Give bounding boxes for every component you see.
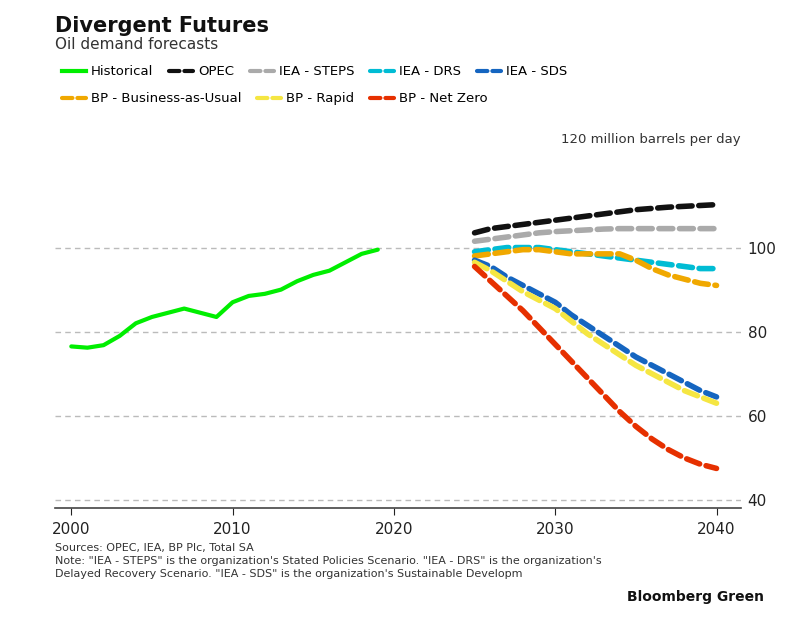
Text: Oil demand forecasts: Oil demand forecasts <box>55 37 218 52</box>
Text: Divergent Futures: Divergent Futures <box>55 16 269 35</box>
Text: Bloomberg Green: Bloomberg Green <box>627 590 764 604</box>
Text: Sources: OPEC, IEA, BP Plc, Total SA
Note: "IEA - STEPS" is the organization's S: Sources: OPEC, IEA, BP Plc, Total SA Not… <box>55 542 602 579</box>
Text: 120 million barrels per day: 120 million barrels per day <box>561 133 741 146</box>
Legend: Historical, OPEC, IEA - STEPS, IEA - DRS, IEA - SDS: Historical, OPEC, IEA - STEPS, IEA - DRS… <box>61 66 567 79</box>
Legend: BP - Business-as-Usual, BP - Rapid, BP - Net Zero: BP - Business-as-Usual, BP - Rapid, BP -… <box>61 92 488 105</box>
